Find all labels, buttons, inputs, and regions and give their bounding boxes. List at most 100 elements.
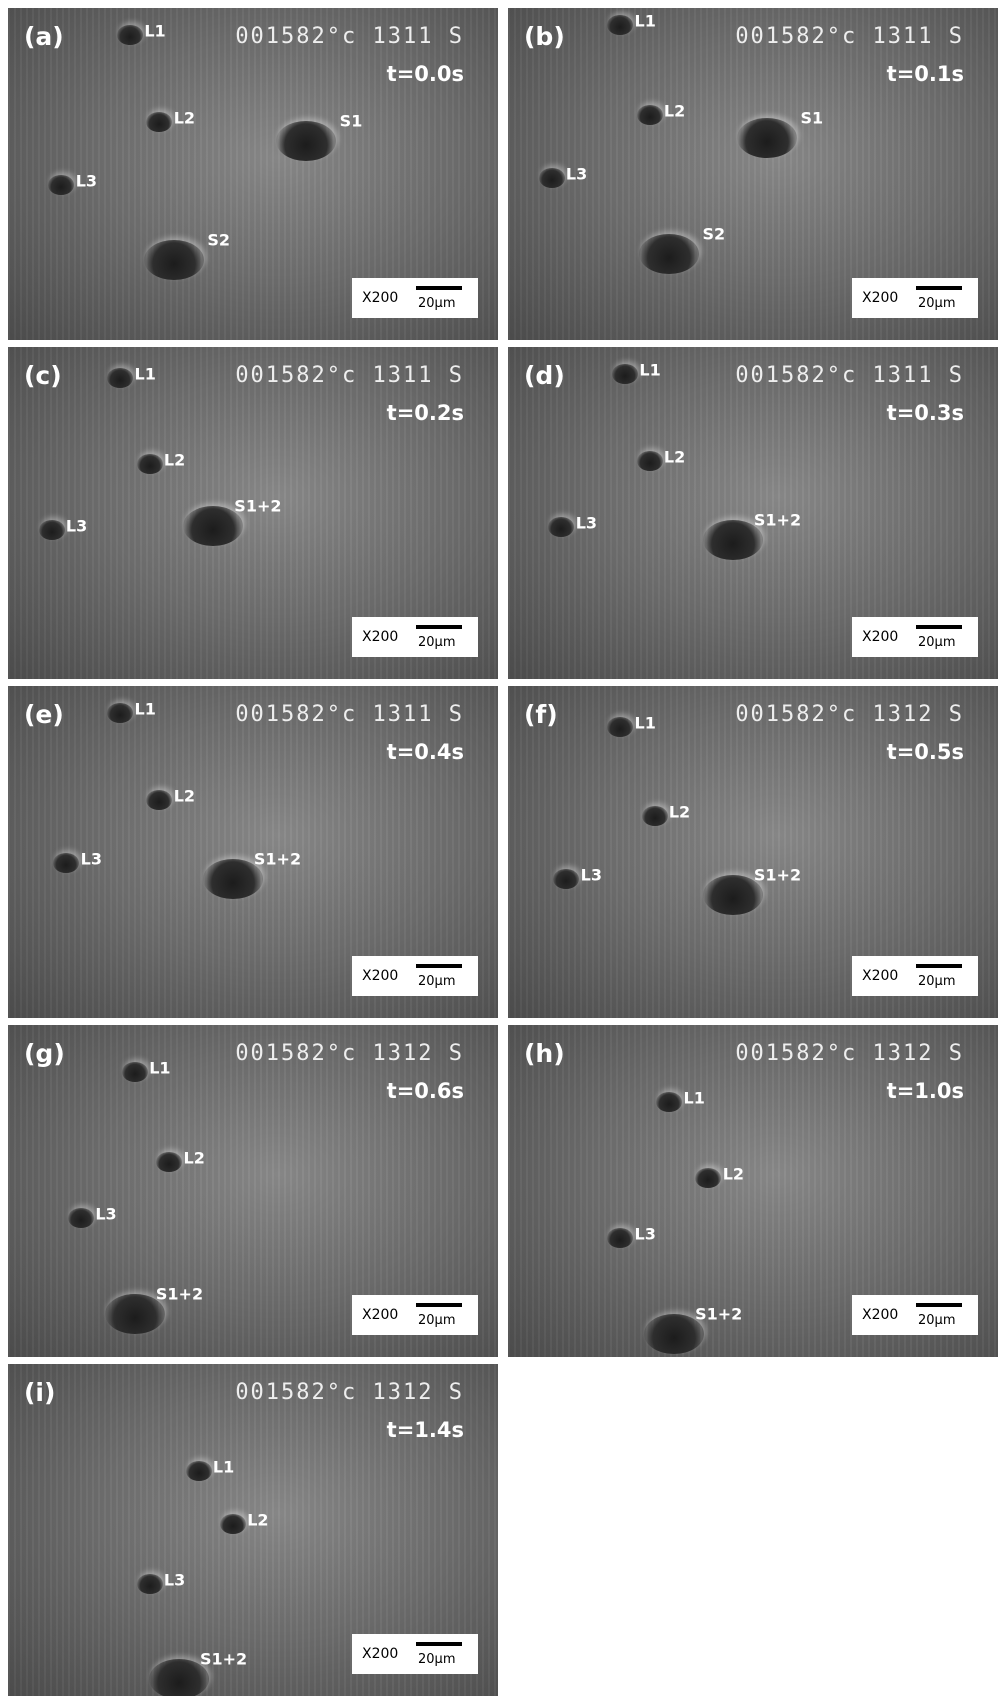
feature-label: L3 <box>576 513 597 532</box>
feature-blob <box>107 368 133 388</box>
scale-length: 20μm <box>418 1313 455 1328</box>
temperature-stamp: 001582°c 1311 S <box>235 363 464 388</box>
time-label: t=1.0s <box>887 1079 964 1103</box>
feature-label: L2 <box>664 447 685 466</box>
scale-length: 20μm <box>918 974 955 989</box>
feature-label: L2 <box>723 1165 744 1184</box>
feature-label: L2 <box>174 108 195 127</box>
feature-blob <box>695 1168 721 1188</box>
feature-label: L2 <box>184 1148 205 1167</box>
feature-blob <box>607 1228 633 1248</box>
magnification: X200 <box>362 1646 398 1662</box>
feature-label: L2 <box>664 101 685 120</box>
scale-length: 20μm <box>418 635 455 650</box>
panel-label: (f) <box>524 700 558 729</box>
temperature-stamp: 001582°c 1312 S <box>235 1380 464 1405</box>
scale-box: X200 20μm <box>852 617 978 657</box>
feature-blob <box>186 1461 212 1481</box>
feature-blob <box>137 1574 163 1594</box>
scale-length: 20μm <box>418 296 455 311</box>
feature-label: S1+2 <box>200 1650 247 1669</box>
scale-bar <box>416 1303 462 1307</box>
panel-label: (c) <box>24 361 62 390</box>
feature-label: S1+2 <box>695 1304 742 1323</box>
scale-length: 20μm <box>918 296 955 311</box>
panel-label: (i) <box>24 1378 55 1407</box>
time-label: t=0.1s <box>887 62 964 86</box>
feature-blob <box>637 451 663 471</box>
feature-label: L1 <box>144 22 165 41</box>
feature-blob <box>137 454 163 474</box>
scale-box: X20020μm <box>352 617 478 657</box>
figure: (a)001582°c 1311 St=0.0sL1L2L3S1S2X20020… <box>0 0 1006 1703</box>
feature-label: S1 <box>340 111 363 130</box>
feature-blob <box>548 517 574 537</box>
feature-label: L3 <box>566 165 587 184</box>
feature-label: L2 <box>174 786 195 805</box>
feature-blob <box>117 25 143 45</box>
feature-label: L1 <box>213 1457 234 1476</box>
feature-blob <box>146 112 172 132</box>
feature-label: L3 <box>81 849 102 868</box>
feature-blob <box>39 520 65 540</box>
feature-label: S1+2 <box>754 866 801 885</box>
time-label: t=1.4s <box>387 1418 464 1442</box>
panel-label: (e) <box>24 700 64 729</box>
scale-bar <box>416 625 462 629</box>
scale-bar <box>916 1303 962 1307</box>
feature-label: L1 <box>639 361 660 380</box>
feature-label: L3 <box>635 1225 656 1244</box>
time-label: t=0.3s <box>887 401 964 425</box>
feature-label: S1 <box>800 108 823 127</box>
scale-length: 20μm <box>918 635 955 650</box>
feature-blob <box>612 364 638 384</box>
scale-box: X200 20μm <box>352 1295 478 1335</box>
magnification: X200 <box>862 1307 898 1323</box>
feature-blob <box>539 168 565 188</box>
feature-blob <box>642 806 668 826</box>
temperature-stamp: 001582°c 1312 S <box>235 1041 464 1066</box>
feature-blob <box>220 1514 246 1534</box>
feature-blob <box>553 869 579 889</box>
magnification: X200 <box>862 629 898 645</box>
scale-box: X200 20μm <box>852 278 978 318</box>
magnification: X200 <box>362 1307 398 1323</box>
feature-label: L1 <box>684 1089 705 1108</box>
feature-label: S2 <box>702 224 725 243</box>
temperature-stamp: 001582°c 1311 S <box>735 363 964 388</box>
scale-length: 20μm <box>418 1652 455 1667</box>
temperature-stamp: 001582°c 1311 S <box>735 24 964 49</box>
temperature-stamp: 001582°c 1312 S <box>735 1041 964 1066</box>
feature-blob <box>276 121 336 161</box>
feature-label: L3 <box>66 517 87 536</box>
time-label: t=0.0s <box>387 62 464 86</box>
magnification: X200 <box>862 290 898 306</box>
time-label: t=0.5s <box>887 740 964 764</box>
feature-blob <box>122 1062 148 1082</box>
magnification: X200 <box>862 968 898 984</box>
temperature-stamp: 001582°c 1311 S <box>235 702 464 727</box>
feature-label: L3 <box>95 1205 116 1224</box>
feature-label: L2 <box>247 1511 268 1530</box>
feature-label: L2 <box>164 450 185 469</box>
feature-blob <box>156 1152 182 1172</box>
feature-blob <box>737 118 797 158</box>
scale-box: X20020μm <box>352 956 478 996</box>
scale-bar <box>916 625 962 629</box>
feature-blob <box>607 717 633 737</box>
feature-blob <box>639 234 699 274</box>
feature-label: L3 <box>76 171 97 190</box>
feature-label: L3 <box>581 866 602 885</box>
time-label: t=0.6s <box>387 1079 464 1103</box>
magnification: X200 <box>362 968 398 984</box>
panel-label: (h) <box>524 1039 565 1068</box>
panel-label: (g) <box>24 1039 65 1068</box>
scale-bar <box>416 1642 462 1646</box>
feature-blob <box>53 853 79 873</box>
